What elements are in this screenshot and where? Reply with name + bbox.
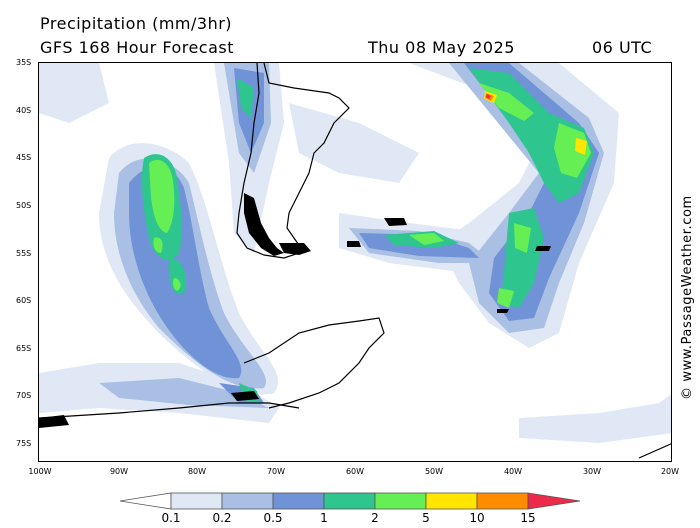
legend-left-arrow: [119, 492, 172, 510]
forecast-date: Thu 08 May 2025: [368, 38, 515, 57]
lon-label: 50W: [424, 467, 444, 476]
lon-label: 70W: [266, 467, 286, 476]
legend-label: 15: [520, 511, 536, 525]
legend-swatch: [476, 492, 529, 510]
lat-label: 55S: [16, 249, 32, 258]
chart-title: Precipitation (mm/3hr): [40, 14, 233, 33]
lon-label: 100W: [28, 467, 52, 476]
legend-label: 0.5: [263, 511, 283, 525]
lat-label: 60S: [16, 296, 32, 305]
lon-label: 20W: [660, 467, 680, 476]
legend-swatch: [323, 492, 376, 510]
lat-label: 75S: [16, 439, 32, 448]
legend-right-arrow: [527, 492, 581, 510]
legend-label: 0.1: [161, 511, 181, 525]
coastlines: [39, 63, 671, 459]
lat-label: 40S: [16, 106, 32, 115]
lon-label: 60W: [345, 467, 365, 476]
copyright-watermark: © www.PassageWeather.com: [680, 195, 695, 400]
precip-red-areas: [486, 94, 491, 99]
legend-swatch: [272, 492, 325, 510]
legend-label: 0.2: [212, 511, 232, 525]
legend-swatch: [221, 492, 274, 510]
legend-swatch: [425, 492, 478, 510]
land-islands: [39, 193, 551, 428]
lat-label: 70S: [16, 391, 32, 400]
precip-green-areas: [149, 83, 591, 308]
forecast-time: 06 UTC: [592, 38, 653, 57]
legend-swatch: [374, 492, 427, 510]
legend-label: 2: [371, 511, 379, 525]
lon-label: 40W: [503, 467, 523, 476]
model-run: GFS 168 Hour Forecast: [40, 38, 235, 57]
map-canvas: [39, 63, 671, 459]
lon-label: 90W: [109, 467, 129, 476]
legend-label: 10: [469, 511, 485, 525]
legend-label: 1: [320, 511, 328, 525]
lat-label: 50S: [16, 201, 32, 210]
lat-label: 45S: [16, 153, 32, 162]
legend-swatch: [170, 492, 223, 510]
lat-label: 65S: [16, 344, 32, 353]
lon-label: 30W: [582, 467, 602, 476]
lon-label: 80W: [187, 467, 207, 476]
precipitation-map: [38, 62, 672, 462]
lat-label: 35S: [16, 58, 32, 67]
legend-label: 5: [422, 511, 430, 525]
colorbar-legend: [119, 492, 581, 510]
